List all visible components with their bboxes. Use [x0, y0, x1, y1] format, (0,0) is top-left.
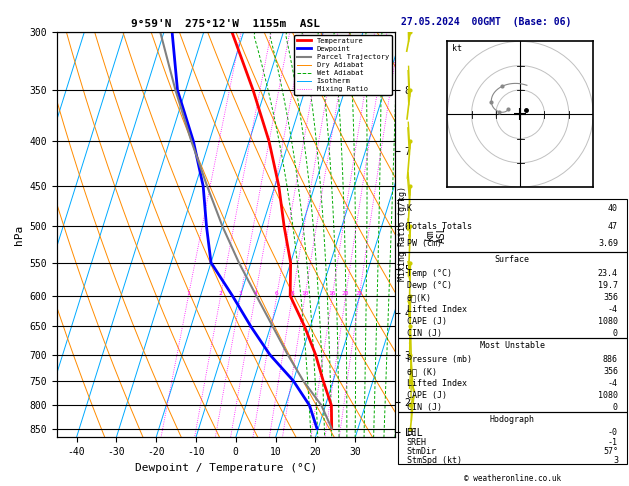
- Text: PW (cm): PW (cm): [407, 239, 442, 248]
- Y-axis label: km
ASL: km ASL: [425, 226, 447, 243]
- Text: 47: 47: [608, 222, 618, 231]
- Text: Totals Totals: Totals Totals: [407, 222, 472, 231]
- Text: 1080: 1080: [598, 391, 618, 400]
- Text: © weatheronline.co.uk: © weatheronline.co.uk: [464, 474, 561, 483]
- Text: 25: 25: [355, 291, 363, 296]
- Text: 16: 16: [328, 291, 336, 296]
- Text: StmDir: StmDir: [407, 447, 437, 456]
- Title: 9°59'N  275°12'W  1155m  ASL: 9°59'N 275°12'W 1155m ASL: [131, 19, 320, 30]
- Text: CIN (J): CIN (J): [407, 403, 442, 412]
- Text: 23.4: 23.4: [598, 269, 618, 278]
- Text: Most Unstable: Most Unstable: [480, 341, 545, 349]
- Text: Dewp (°C): Dewp (°C): [407, 281, 452, 290]
- Text: 3: 3: [613, 456, 618, 465]
- Text: Hodograph: Hodograph: [490, 415, 535, 424]
- Text: 356: 356: [603, 293, 618, 302]
- Text: θᴇ(K): θᴇ(K): [407, 293, 431, 302]
- Text: θᴇ (K): θᴇ (K): [407, 367, 437, 376]
- Text: -4: -4: [608, 379, 618, 388]
- Text: 10: 10: [301, 291, 309, 296]
- Text: CAPE (J): CAPE (J): [407, 391, 447, 400]
- Legend: Temperature, Dewpoint, Parcel Trajectory, Dry Adiabat, Wet Adiabat, Isotherm, Mi: Temperature, Dewpoint, Parcel Trajectory…: [294, 35, 391, 95]
- Text: 886: 886: [603, 355, 618, 364]
- Text: 40: 40: [608, 204, 618, 213]
- Text: kt: kt: [452, 44, 462, 53]
- Y-axis label: hPa: hPa: [14, 225, 24, 244]
- Text: SREH: SREH: [407, 437, 426, 447]
- Text: CAPE (J): CAPE (J): [407, 317, 447, 326]
- Text: Temp (°C): Temp (°C): [407, 269, 452, 278]
- Text: 0: 0: [613, 329, 618, 338]
- Text: 19.7: 19.7: [598, 281, 618, 290]
- Text: CIN (J): CIN (J): [407, 329, 442, 338]
- Text: Mixing Ratio (g/kg): Mixing Ratio (g/kg): [398, 186, 407, 281]
- Text: Lifted Index: Lifted Index: [407, 305, 467, 314]
- Text: 6: 6: [275, 291, 279, 296]
- Bar: [398, 252, 627, 338]
- Text: 8: 8: [291, 291, 294, 296]
- Text: Surface: Surface: [495, 255, 530, 263]
- Text: 356: 356: [603, 367, 618, 376]
- Text: K: K: [407, 204, 412, 213]
- Bar: [398, 338, 627, 412]
- Text: 1080: 1080: [598, 317, 618, 326]
- Text: Pressure (mb): Pressure (mb): [407, 355, 472, 364]
- Text: -0: -0: [608, 428, 618, 437]
- Text: EH: EH: [407, 428, 416, 437]
- Bar: [398, 199, 627, 252]
- Text: Lifted Index: Lifted Index: [407, 379, 467, 388]
- Text: 2: 2: [219, 291, 223, 296]
- Text: 57°: 57°: [603, 447, 618, 456]
- Bar: [398, 412, 627, 464]
- Text: 3.69: 3.69: [598, 239, 618, 248]
- Text: StmSpd (kt): StmSpd (kt): [407, 456, 462, 465]
- Text: 1: 1: [187, 291, 191, 296]
- Text: -1: -1: [608, 437, 618, 447]
- Text: 27.05.2024  00GMT  (Base: 06): 27.05.2024 00GMT (Base: 06): [401, 17, 571, 27]
- Text: 20: 20: [342, 291, 350, 296]
- Text: -4: -4: [608, 305, 618, 314]
- X-axis label: Dewpoint / Temperature (°C): Dewpoint / Temperature (°C): [135, 463, 317, 473]
- Text: 3: 3: [239, 291, 243, 296]
- Text: 0: 0: [613, 403, 618, 412]
- Text: 4: 4: [253, 291, 257, 296]
